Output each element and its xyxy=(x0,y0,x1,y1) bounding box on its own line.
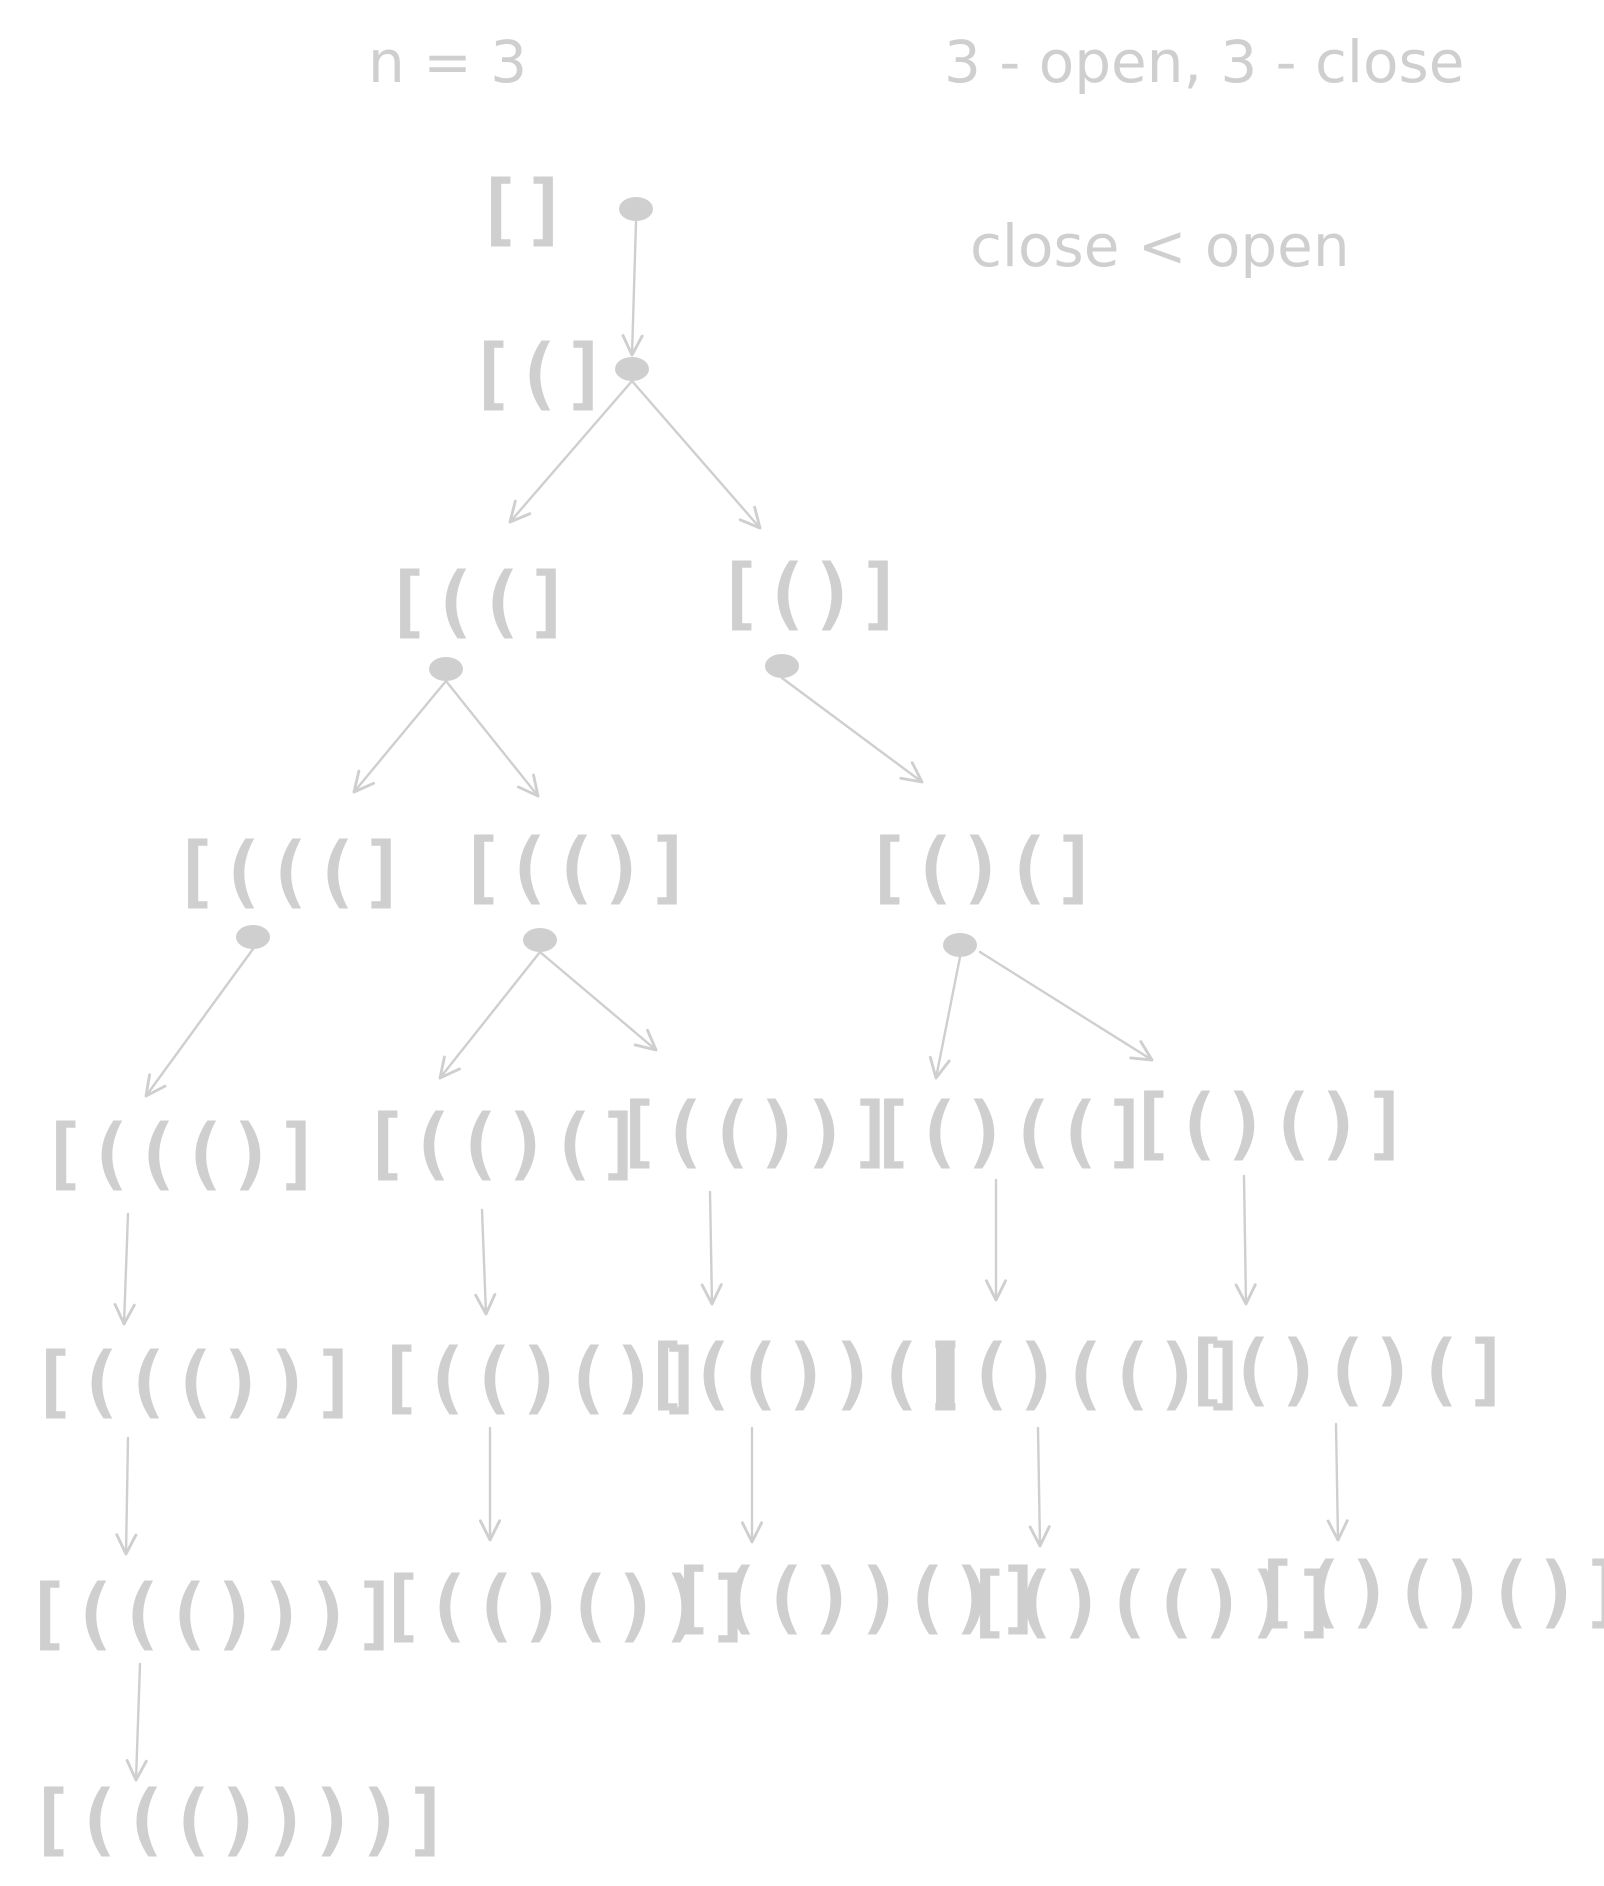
rule-label: close < open xyxy=(970,212,1350,280)
edge-l2a-to-l3b xyxy=(444,679,540,798)
n-label: n = 3 xyxy=(368,28,527,96)
edge-l2b-to-l3c xyxy=(780,676,924,784)
edge-root-to-l1 xyxy=(621,220,644,357)
edge-l3b-to-l4b xyxy=(438,950,542,1080)
edge-l1-to-l2a xyxy=(508,379,634,524)
edge-l5a-to-l6a xyxy=(115,1436,138,1556)
edge-l3c-to-l4e xyxy=(978,950,1154,1062)
node-dot-l2b xyxy=(765,654,799,678)
tree-node-l3c: [()(] xyxy=(864,823,1099,913)
tree-node-l1: [(] xyxy=(468,329,609,419)
edge-l4e-to-l5e xyxy=(1234,1174,1257,1306)
edge-l3a-to-l4a xyxy=(144,947,255,1098)
edge-l3c-to-l4d xyxy=(928,955,962,1080)
tree-node-l4e: [()()] xyxy=(1128,1079,1410,1169)
edge-l4a-to-l5a xyxy=(113,1212,136,1326)
tree-node-l7a: [((())))] xyxy=(28,1775,451,1865)
tree-node-l6d: [()(())] xyxy=(964,1557,1340,1647)
node-dot-root xyxy=(619,197,653,221)
tree-node-l5a: [((())] xyxy=(30,1337,359,1427)
node-dot-l3a xyxy=(236,925,270,949)
tree-node-l4a: [((()] xyxy=(40,1109,322,1199)
edge-l2a-to-l3a xyxy=(352,679,448,794)
tree-node-l4b: [(()(] xyxy=(362,1099,644,1189)
edge-l5d-to-l6d xyxy=(1028,1426,1051,1548)
node-dot-l2a xyxy=(429,657,463,681)
tree-node-l5d: [()(()] xyxy=(920,1329,1249,1419)
node-dot-l1 xyxy=(615,357,649,381)
tree-node-l6b: [(()())] xyxy=(378,1561,754,1651)
tree-node-l5b: [(()()] xyxy=(376,1333,705,1423)
counts-label: 3 - open, 3 - close xyxy=(944,28,1464,96)
tree-node-l6c: [(())()] xyxy=(668,1553,1044,1643)
tree-node-l6e: [()()()] xyxy=(1252,1547,1604,1637)
tree-node-l3a: [(((] xyxy=(172,827,407,917)
edge-l6a-to-l7a xyxy=(125,1662,148,1782)
tree-node-l4d: [()((] xyxy=(868,1087,1150,1177)
edge-l1-to-l2b xyxy=(630,379,762,530)
tree-node-l4c: [(())] xyxy=(614,1087,896,1177)
node-dot-l3b xyxy=(523,928,557,952)
tree-node-root: [] xyxy=(475,165,569,255)
tree-node-l2b: [()] xyxy=(716,549,904,639)
edge-l4b-to-l5b xyxy=(474,1208,497,1316)
tree-node-l2a: [((] xyxy=(384,557,572,647)
edge-l3b-to-l4c xyxy=(538,950,658,1052)
tree-node-l6a: [((()))] xyxy=(24,1569,400,1659)
edge-l5e-to-l6e xyxy=(1326,1422,1349,1542)
tree-node-l5e: [()()(] xyxy=(1182,1325,1511,1415)
node-dot-l3c xyxy=(943,933,977,957)
edge-l4c-to-l5c xyxy=(700,1190,723,1306)
tree-node-l5c: [(())(] xyxy=(642,1329,971,1419)
tree-node-l3b: [(()] xyxy=(458,823,693,913)
